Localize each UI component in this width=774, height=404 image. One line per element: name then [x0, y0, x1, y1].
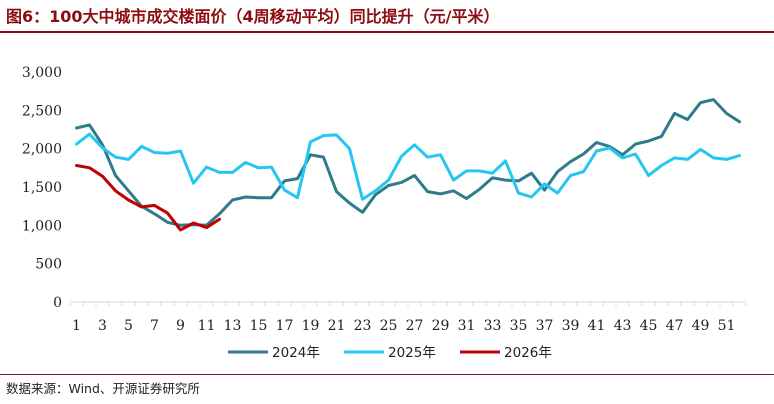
y-tick-label: 1,500: [22, 180, 62, 196]
legend-label: 2024年: [272, 345, 320, 361]
x-tick-label: 19: [302, 318, 320, 334]
footer-divider: [0, 374, 774, 375]
y-tick-label: 0: [53, 295, 62, 311]
source-note: 数据来源：Wind、开源证券研究所: [6, 381, 200, 396]
x-tick-label: 47: [666, 318, 684, 334]
series-line-3: [75, 164, 221, 232]
title-divider: [0, 31, 774, 33]
x-tick-label: 39: [562, 318, 580, 334]
legend-label: 2025年: [388, 345, 436, 361]
y-tick-label: 500: [35, 257, 62, 273]
x-tick-label: 7: [150, 318, 159, 334]
y-tick-label: 3,000: [22, 65, 62, 81]
x-axis: 1 3 5 7 9 11 13 15 17 19 21 23 25 27 29 31 33 35 37 39 41 43 4…: [69, 301, 747, 334]
x-tick-label: 31: [458, 318, 476, 334]
x-tick-label: 17: [276, 318, 294, 334]
x-tick-label: 37: [536, 318, 554, 334]
series-lines: [75, 98, 741, 232]
x-tick-label: 45: [640, 318, 658, 334]
y-tick-label: 1,000: [22, 218, 62, 234]
x-tick-label: 13: [224, 318, 242, 334]
legend-label: 2026年: [504, 345, 552, 361]
x-tick-label: 29: [432, 318, 450, 334]
x-tick-label: 43: [614, 318, 632, 334]
chart-title: 图6：100大中城市成交楼面价（4周移动平均）同比提升（元/平米）: [6, 7, 500, 26]
x-tick-label: 11: [198, 318, 216, 334]
y-axis: 0 500 1,000 1,500 2,000 2,500 3,000: [22, 65, 62, 311]
legend: 2024年 2025年 2026年: [228, 345, 552, 361]
x-tick-label: 21: [328, 318, 346, 334]
x-tick-label: 35: [510, 318, 528, 334]
x-tick-label: 51: [718, 318, 736, 334]
x-tick-label: 1: [72, 318, 81, 334]
x-tick-label: 15: [250, 318, 268, 334]
x-tick-label: 49: [692, 318, 710, 334]
x-tick-label: 5: [124, 318, 133, 334]
series-line-2: [75, 132, 741, 201]
x-tick-label: 9: [176, 318, 185, 334]
x-tick-label: 41: [588, 318, 606, 334]
x-tick-label: 23: [354, 318, 372, 334]
y-tick-label: 2,500: [22, 103, 62, 119]
y-tick-label: 2,000: [22, 142, 62, 158]
x-tick-label: 33: [484, 318, 502, 334]
x-tick-label: 27: [406, 318, 424, 334]
x-tick-label: 3: [98, 318, 107, 334]
x-tick-label: 25: [380, 318, 398, 334]
